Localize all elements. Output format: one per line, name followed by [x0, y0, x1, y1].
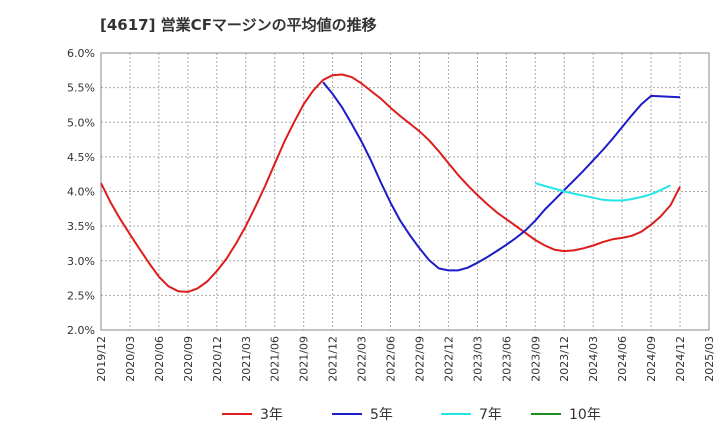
x-tick-label: 2022/06 [385, 336, 398, 382]
legend-label: 7年 [479, 407, 502, 423]
x-tick-label: 2020/09 [182, 336, 195, 382]
x-axis-ticks: 2019/12 2020/03 2020/06 2020/09 2020/12 2021/… [95, 336, 716, 382]
x-tick-label: 2019/12 [95, 336, 108, 382]
x-tick-label: 2025/03 [703, 336, 716, 382]
y-tick-label: 3.5% [67, 220, 95, 233]
series-line-7年 [535, 182, 671, 202]
x-tick-label: 2021/09 [298, 336, 311, 382]
grid-layer [100, 52, 710, 331]
x-tick-label: 2022/03 [356, 336, 369, 382]
x-tick-label: 2022/09 [413, 336, 426, 382]
series-line-5年 [322, 81, 681, 272]
y-tick-label: 3.0% [67, 255, 95, 268]
x-tick-label: 2023/09 [529, 336, 542, 382]
x-tick-label: 2020/06 [153, 336, 166, 382]
series-line-3年 [100, 73, 681, 293]
x-tick-label: 2024/12 [674, 336, 687, 382]
plot-frame [100, 52, 710, 331]
x-tick-label: 2021/06 [269, 336, 282, 382]
x-tick-label: 2023/12 [558, 336, 571, 382]
x-tick-label: 2023/06 [500, 336, 513, 382]
y-tick-label: 2.0% [67, 324, 95, 337]
x-tick-label: 2021/03 [240, 336, 253, 382]
y-tick-label: 6.0% [67, 47, 95, 60]
x-tick-label: 2021/12 [327, 336, 340, 382]
y-tick-label: 5.0% [67, 116, 95, 129]
y-tick-label: 2.5% [67, 289, 95, 302]
legend: 3年 5年 7年 10年 [222, 407, 601, 423]
x-tick-label: 2024/03 [587, 336, 600, 382]
y-tick-label: 5.5% [67, 82, 95, 95]
y-tick-label: 4.0% [67, 186, 95, 199]
x-tick-label: 2020/12 [211, 336, 224, 382]
series-layer [100, 73, 681, 293]
x-tick-label: 2020/03 [124, 336, 137, 382]
x-tick-label: 2024/09 [645, 336, 658, 382]
y-tick-label: 4.5% [67, 151, 95, 164]
legend-label: 5年 [370, 407, 393, 423]
legend-label: 3年 [260, 407, 283, 423]
x-tick-label: 2023/03 [471, 336, 484, 382]
chart-title: [4617] 営業CFマージンの平均値の推移 [100, 16, 377, 34]
x-tick-label: 2022/12 [442, 336, 455, 382]
legend-label: 10年 [569, 407, 601, 423]
x-tick-label: 2024/06 [616, 336, 629, 382]
y-axis-ticks: 2.0% 2.5% 3.0% 3.5% 4.0% 4.5% 5.0% 5.5% 6.0% [67, 47, 95, 337]
